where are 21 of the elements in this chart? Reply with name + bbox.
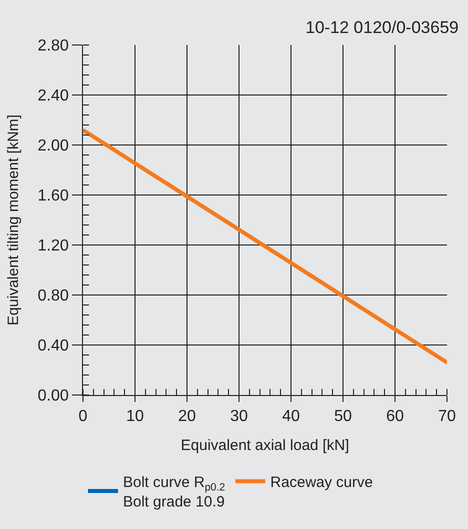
y-tick-label: 2.00 [38, 138, 69, 155]
y-tick-label: 0.40 [38, 338, 69, 355]
legend-label: Bolt curve R$_{p0.2}$ Bolt grade 10.9 [123, 474, 226, 511]
x-tick-label: 30 [230, 408, 248, 426]
chart-title: 10-12 0120/0-03659 [306, 18, 459, 38]
x-tick-label: 50 [334, 408, 352, 426]
x-tick-label: 20 [178, 408, 196, 426]
x-tick-label: 70 [438, 408, 456, 426]
x-tick-label: 10 [126, 408, 144, 426]
x-axis-title: Equivalent axial load [kN] [180, 437, 350, 454]
legend-label: Raceway curve [270, 474, 373, 492]
y-tick-label: 2.40 [38, 88, 69, 105]
y-tick-label: 0.80 [38, 288, 69, 305]
y-tick-label: 2.80 [38, 38, 69, 55]
y-tick-label: 0.00 [38, 388, 69, 405]
x-tick-label: 60 [386, 408, 404, 426]
x-tick-label: 0 [78, 408, 88, 426]
x-tick-label: 40 [282, 408, 300, 426]
y-tick-label: 1.60 [38, 188, 69, 205]
y-axis-title: Equivalent tilting moment [kNm] [4, 114, 22, 326]
y-tick-label: 1.20 [38, 238, 69, 255]
